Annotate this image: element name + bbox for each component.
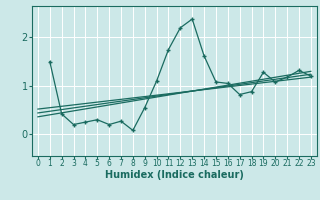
X-axis label: Humidex (Indice chaleur): Humidex (Indice chaleur) [105, 170, 244, 180]
